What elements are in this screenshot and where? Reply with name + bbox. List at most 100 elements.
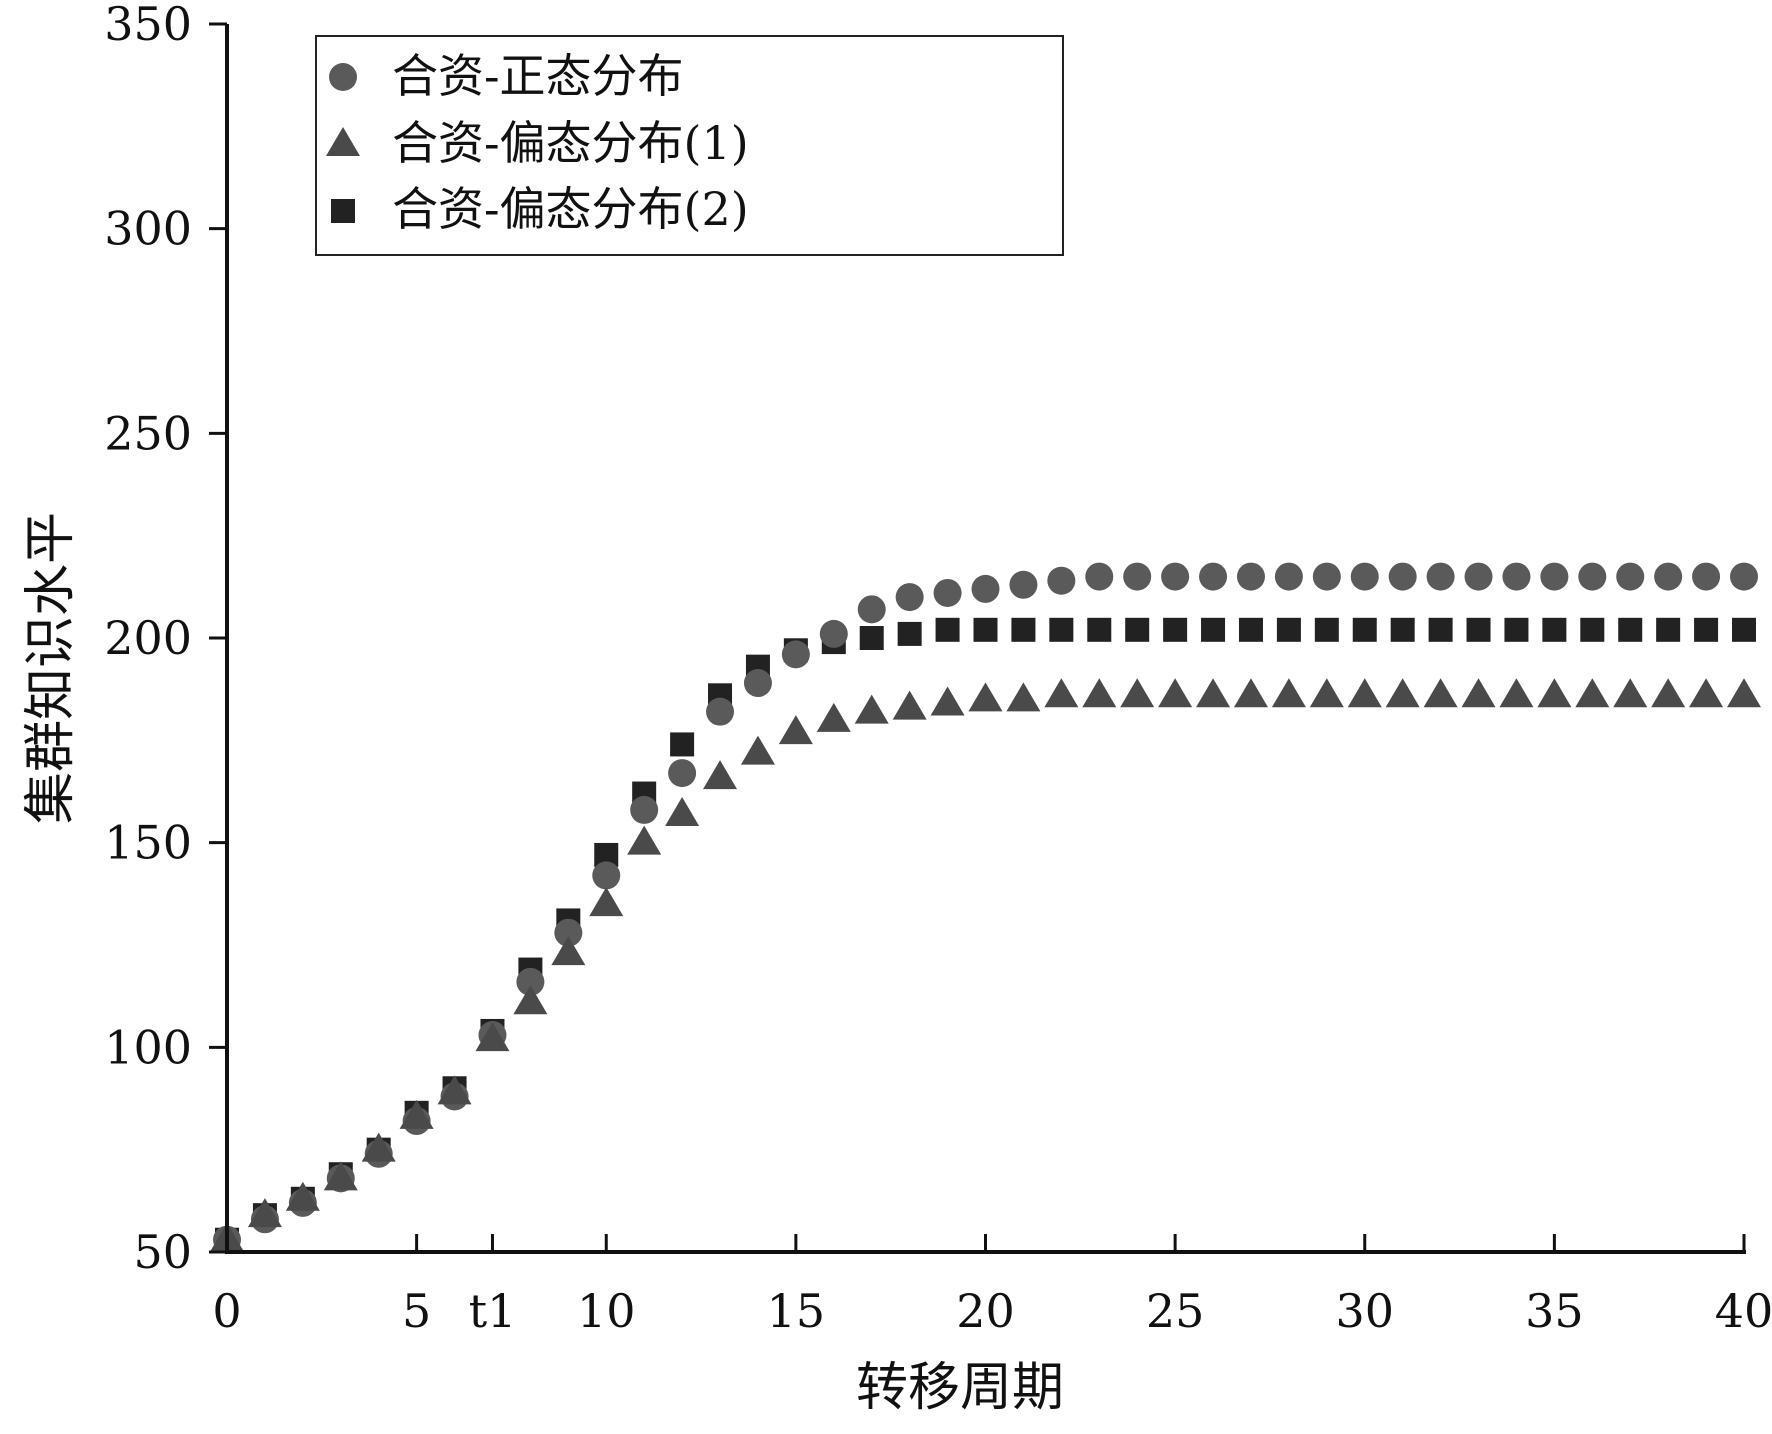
point-circle-11 (630, 795, 659, 824)
point-circle-17 (857, 595, 886, 624)
legend-label-skew-2: 合资-偏态分布(2) (392, 182, 749, 236)
x-tick-label: 35 (1525, 1284, 1584, 1338)
point-square-36 (1580, 617, 1605, 642)
point-circle-28 (1274, 562, 1303, 591)
point-square-12 (670, 732, 695, 757)
y-axis-title: 集群知识水平 (21, 512, 81, 824)
point-square-26 (1201, 617, 1226, 642)
legend: 合资-正态分布 合资-偏态分布(1) 合资-偏态分布(2) (315, 35, 1064, 256)
point-triangle-39 (1689, 678, 1724, 708)
point-triangle-34 (1499, 678, 1534, 708)
point-circle-37 (1616, 562, 1645, 591)
point-circle-23 (1085, 562, 1114, 591)
point-triangle-25 (1158, 678, 1193, 708)
point-triangle-3 (323, 1161, 358, 1191)
x-tick-label: t1 (469, 1284, 517, 1338)
point-triangle-6 (437, 1075, 472, 1105)
point-triangle-16 (816, 702, 851, 732)
point-triangle-23 (1082, 678, 1117, 708)
point-circle-19 (933, 578, 962, 607)
legend-square-icon (331, 199, 355, 223)
point-square-30 (1352, 617, 1377, 642)
point-circle-15 (781, 640, 810, 669)
point-triangle-38 (1651, 678, 1686, 708)
point-square-19 (935, 617, 960, 642)
point-circle-21 (1009, 570, 1038, 599)
point-triangle-9 (551, 936, 586, 966)
y-tick-label: 100 (104, 1020, 192, 1074)
point-square-25 (1163, 617, 1188, 642)
x-tick-label: 25 (1146, 1284, 1205, 1338)
point-triangle-26 (1196, 678, 1231, 708)
point-triangle-31 (1385, 678, 1420, 708)
point-square-33 (1466, 617, 1491, 642)
legend-label-skew-1: 合资-偏态分布(1) (392, 116, 749, 170)
point-circle-34 (1502, 562, 1531, 591)
point-triangle-29 (1309, 678, 1344, 708)
point-triangle-32 (1423, 678, 1458, 708)
point-square-39 (1694, 617, 1719, 642)
point-square-17 (859, 626, 884, 650)
point-triangle-7 (475, 1022, 510, 1052)
point-triangle-17 (854, 694, 889, 724)
point-square-29 (1314, 617, 1339, 642)
point-circle-26 (1199, 562, 1228, 591)
x-ticks: 0 5 t1 10 15 20 25 30 35 40 (212, 1234, 1772, 1338)
point-circle-8 (516, 967, 545, 996)
point-triangle-1 (247, 1198, 282, 1228)
y-tick-label: 150 (104, 816, 192, 870)
point-triangle-30 (1347, 678, 1382, 708)
point-circle-39 (1692, 562, 1721, 591)
point-circle-31 (1388, 562, 1417, 591)
point-circle-29 (1312, 562, 1341, 591)
point-triangle-36 (1575, 678, 1610, 708)
y-tick-label: 50 (133, 1225, 192, 1279)
point-square-28 (1276, 617, 1301, 642)
point-square-40 (1732, 617, 1756, 642)
point-square-21 (1011, 617, 1036, 642)
x-tick-label: 15 (767, 1284, 826, 1338)
point-circle-27 (1236, 562, 1265, 591)
point-triangle-4 (361, 1132, 396, 1162)
legend-circle-icon (329, 63, 357, 91)
y-tick-label: 200 (104, 611, 192, 665)
point-circle-14 (743, 669, 772, 698)
point-triangle-22 (1044, 678, 1079, 708)
point-triangle-33 (1461, 678, 1496, 708)
point-triangle-27 (1233, 678, 1268, 708)
point-triangle-24 (1120, 678, 1155, 708)
point-circle-35 (1540, 562, 1569, 591)
point-square-35 (1542, 617, 1567, 642)
point-circle-10 (592, 861, 621, 890)
y-tick-label: 300 (104, 202, 192, 256)
point-circle-25 (1161, 562, 1190, 591)
point-square-22 (1049, 617, 1074, 642)
point-circle-12 (668, 759, 697, 788)
x-axis-title: 转移周期 (856, 1358, 1064, 1418)
legend-label-normal: 合资-正态分布 (392, 49, 684, 103)
point-square-37 (1618, 617, 1643, 642)
y-tick-label: 250 (104, 406, 192, 460)
legend-box (315, 35, 1064, 256)
point-circle-33 (1464, 562, 1493, 591)
point-triangle-2 (285, 1181, 320, 1211)
point-triangle-12 (665, 797, 700, 827)
point-circle-40 (1730, 562, 1758, 591)
point-circle-20 (971, 574, 1000, 603)
point-triangle-37 (1613, 678, 1648, 708)
point-triangle-5 (399, 1099, 434, 1129)
point-square-32 (1428, 617, 1453, 642)
point-triangle-19 (930, 686, 965, 716)
y-tick-label: 350 (104, 0, 192, 51)
point-circle-32 (1426, 562, 1455, 591)
point-circle-36 (1578, 562, 1607, 591)
y-ticks: 50 100 150 200 250 300 350 (104, 0, 227, 1279)
point-triangle-35 (1537, 678, 1572, 708)
point-circle-38 (1654, 562, 1683, 591)
point-square-31 (1390, 617, 1415, 642)
point-triangle-14 (740, 735, 775, 765)
point-triangle-28 (1271, 678, 1306, 708)
point-square-34 (1504, 617, 1529, 642)
point-triangle-18 (892, 690, 927, 720)
